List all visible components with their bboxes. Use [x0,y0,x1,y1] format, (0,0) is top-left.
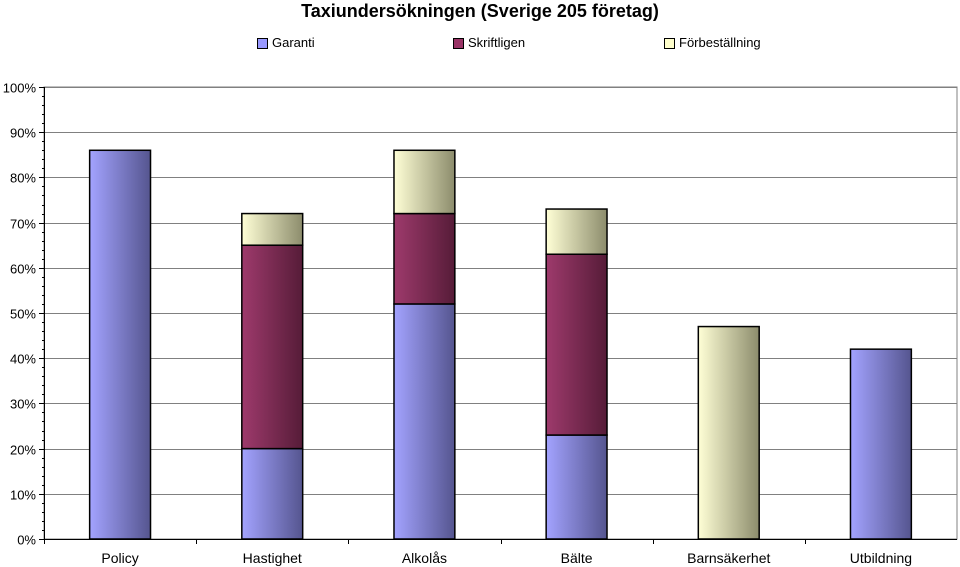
x-tick-label: Bälte [561,550,593,566]
y-tick-label: 20% [10,443,36,458]
x-tick-label: Barnsäkerhet [687,550,770,566]
bar-garanti-hastighet [241,447,304,540]
legend-swatch-skriftligen [453,37,464,49]
y-tick-label: 90% [10,126,36,141]
legend-label-garanti: Garanti [272,35,315,50]
bar-garanti-utbildning [849,348,913,540]
x-tick-label: Hastighet [243,550,302,566]
y-tick-label: 40% [10,352,36,367]
y-tick-label: 50% [10,307,36,322]
bar-skriftligen-alkolås [393,212,456,305]
legend-item-garanti: Garanti [257,35,315,51]
bar-förbeställning-alkolås [393,149,456,215]
bar-skriftligen-hastighet [241,244,304,450]
y-tick-label: 70% [10,217,36,232]
bar-garanti-alkolås [393,303,456,540]
y-tick-label: 30% [10,397,36,412]
legend-item-skriftligen: Skriftligen [453,35,525,51]
legend-swatch-forbestallning [664,37,675,49]
y-tick-label: 0% [17,533,36,548]
y-tick-label: 80% [10,171,36,186]
legend: Garanti Skriftligen Förbeställning [0,35,960,51]
legend-label-skriftligen: Skriftligen [468,35,526,50]
legend-item-forbestallning: Förbeställning [664,35,761,51]
bar-garanti-bälte [545,434,608,540]
x-tick-label: Utbildning [850,550,912,566]
y-tick-label: 10% [10,488,36,503]
x-tick-label: Policy [101,550,138,566]
bar-garanti-policy [88,149,152,540]
y-tick-label: 60% [10,262,36,277]
legend-label-forbestallning: Förbeställning [679,35,761,50]
bar-förbeställning-barnsäkerhet [697,325,760,540]
bar-förbeställning-bälte [545,208,608,255]
x-tick-label: Alkolås [402,550,447,566]
y-tick-label: 100% [3,81,37,96]
chart-title: Taxiundersökningen (Sverige 205 företag) [301,1,659,21]
bar-skriftligen-bälte [545,253,608,436]
bar-förbeställning-hastighet [241,212,304,246]
legend-swatch-garanti [257,37,268,49]
